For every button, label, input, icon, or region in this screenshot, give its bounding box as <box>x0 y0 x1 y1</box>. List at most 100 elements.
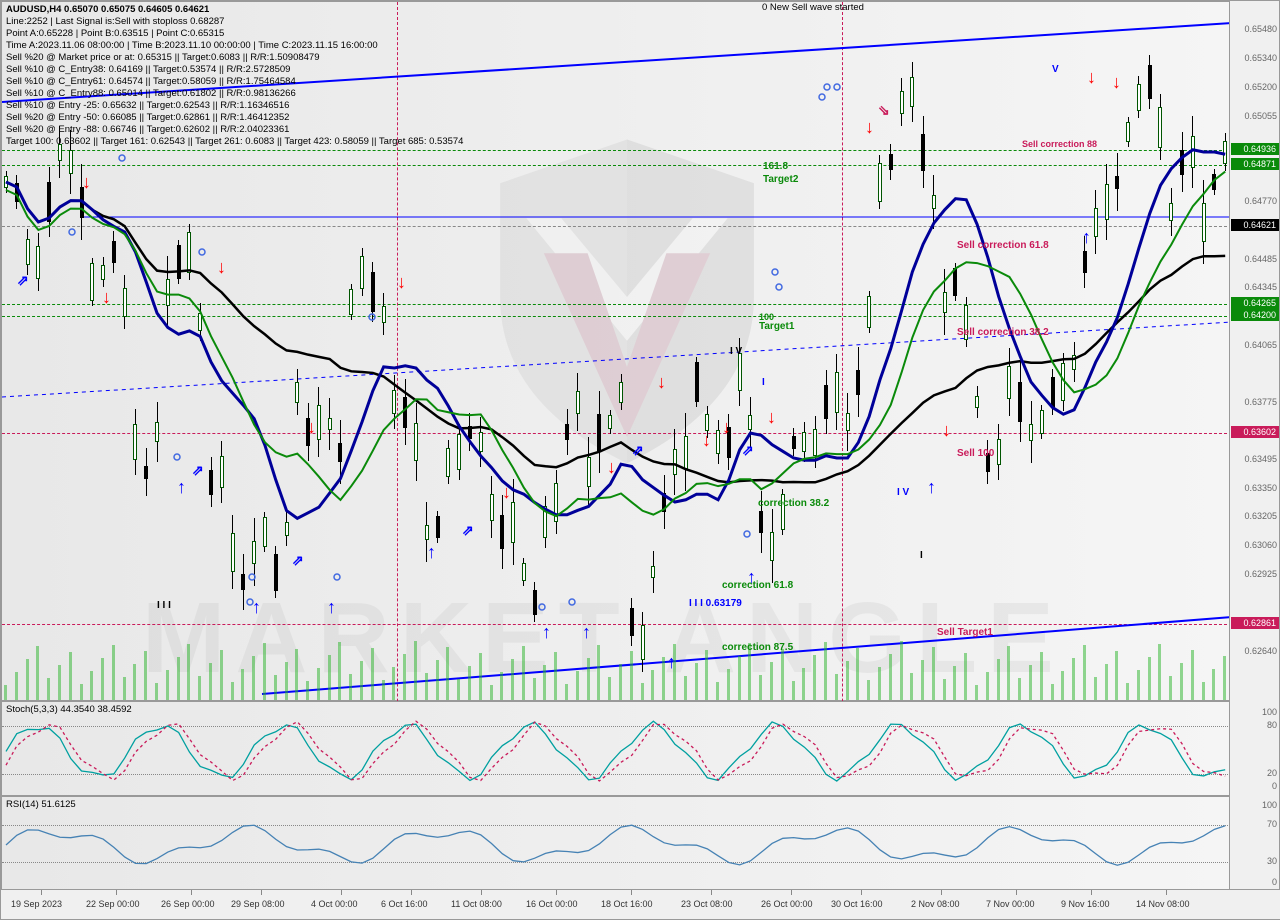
time-tick: 18 Oct 16:00 <box>601 899 653 909</box>
chart-annotation: V <box>1052 64 1059 75</box>
arrow-up-icon: ↑ <box>1082 227 1091 248</box>
header-line-6: Sell %10 @ C_Entry38: 0.64169 || Target:… <box>6 64 290 75</box>
chart-annotation: Sell 100 <box>957 448 994 459</box>
header-line-12: Target 100: 0.63602 || Target 161: 0.625… <box>6 136 463 147</box>
arrow-down-icon: ↓ <box>702 430 711 451</box>
header-line-5: Sell %20 @ Market price or at: 0.65315 |… <box>6 52 320 63</box>
arrow-down-icon: ↓ <box>217 257 226 278</box>
arrow-down-icon: ↓ <box>102 287 111 308</box>
price-tick: 0.63350 <box>1244 483 1277 493</box>
chart-annotation: 161.8 <box>763 161 788 172</box>
chart-annotation: I <box>920 550 923 561</box>
header-line-4: Time A:2023.11.06 08:00:00 | Time B:2023… <box>6 40 378 51</box>
chart-annotation: Sell Target1 <box>937 627 993 638</box>
price-tick: 0.64065 <box>1244 340 1277 350</box>
price-level-box: 0.63602 <box>1231 426 1279 438</box>
open-arrow-icon: ⇗ <box>292 552 304 569</box>
time-tick: 9 Nov 16:00 <box>1061 899 1110 909</box>
open-arrow-icon: ⇗ <box>462 522 474 539</box>
chart-annotation: I V <box>730 346 742 357</box>
price-tick: 0.64345 <box>1244 282 1277 292</box>
price-tick: 0.64485 <box>1244 254 1277 264</box>
chart-annotation: Target2 <box>763 174 798 185</box>
arrow-down-icon: ↓ <box>82 172 91 193</box>
chart-annotation: I I I 0.63179 <box>689 598 742 609</box>
open-arrow-icon: ⇘ <box>878 102 890 119</box>
arrow-down-icon: ↓ <box>607 457 616 478</box>
chart-annotation: Sell correction 38.2 <box>957 327 1049 338</box>
price-level-box: 0.64265 <box>1231 297 1279 309</box>
stochastic-panel[interactable]: Stoch(5,3,3) 44.3540 38.4592 <box>1 701 1231 796</box>
open-arrow-icon: ⇗ <box>742 442 754 459</box>
time-axis: 19 Sep 2023 22 Sep 00:00 26 Sep 00:00 29 Se… <box>1 889 1280 919</box>
header-line-2: Line:2252 | Last Signal is:Sell with sto… <box>6 16 224 27</box>
rsi-panel[interactable]: RSI(14) 51.6125 <box>1 796 1231 891</box>
time-tick: 29 Sep 08:00 <box>231 899 285 909</box>
arrow-down-icon: ↓ <box>767 407 776 428</box>
rsi-line <box>2 797 1232 892</box>
top-annotation: 0 New Sell wave started <box>762 2 864 13</box>
price-axis: 0.65480 0.65340 0.65200 0.65055 0.64770 0.644… <box>1229 1 1279 701</box>
time-tick: 4 Oct 00:00 <box>311 899 358 909</box>
time-tick: 30 Oct 16:00 <box>831 899 883 909</box>
arrow-down-icon: ↓ <box>1112 72 1121 93</box>
header-line-3: Point A:0.65228 | Point B:0.63515 | Poin… <box>6 28 224 39</box>
arrow-up-icon: ↑ <box>327 597 336 618</box>
price-tick: 0.62925 <box>1244 569 1277 579</box>
open-arrow-icon: ⇗ <box>632 442 644 459</box>
arrow-up-icon: ↑ <box>252 597 261 618</box>
header-line-8: Sell %10 @ C_Entry88: 0.65014 || Target:… <box>6 88 296 99</box>
time-tick: 11 Oct 08:00 <box>451 899 502 909</box>
price-tick: 0.65200 <box>1244 82 1277 92</box>
arrow-down-icon: ↓ <box>502 482 511 503</box>
time-tick: 14 Nov 08:00 <box>1136 899 1190 909</box>
price-tick: 0.65340 <box>1244 53 1277 63</box>
main-price-chart[interactable]: MARKET ANGLE ↑↑↑↓↓↑↓↑↑↓↓↑↓↓↑↓↓↓↑↓↓↑↓↓↓ ⇗… <box>1 1 1231 701</box>
price-tick: 0.64770 <box>1244 196 1277 206</box>
chart-annotation: correction 38.2 <box>758 498 829 509</box>
price-level-box: 0.64871 <box>1231 158 1279 170</box>
stoch-axis: 10080200 <box>1229 701 1279 796</box>
time-tick: 23 Oct 08:00 <box>681 899 733 909</box>
chart-annotation: correction 61.8 <box>722 580 793 591</box>
price-tick: 0.63495 <box>1244 454 1277 464</box>
chart-container: MARKET ANGLE ↑↑↑↓↓↑↓↑↑↓↓↑↓↓↑↓↓↓↑↓↓↑↓↓↓ ⇗… <box>0 0 1280 920</box>
arrow-up-icon: ↑ <box>582 622 591 643</box>
time-tick: 6 Oct 16:00 <box>381 899 428 909</box>
arrow-up-icon: ↑ <box>427 542 436 563</box>
time-tick: 26 Sep 00:00 <box>161 899 215 909</box>
price-tick: 0.65055 <box>1244 111 1277 121</box>
time-tick: 22 Sep 00:00 <box>86 899 140 909</box>
chart-annotation: I V <box>897 487 909 498</box>
time-tick: 7 Nov 00:00 <box>986 899 1035 909</box>
chart-annotation: I <box>762 377 765 388</box>
price-tick: 0.65480 <box>1244 24 1277 34</box>
header-line-9: Sell %10 @ Entry -25: 0.65632 || Target:… <box>6 100 289 111</box>
chart-annotation: Sell correction 61.8 <box>957 240 1049 251</box>
arrow-up-icon: ↑ <box>177 477 186 498</box>
arrow-down-icon: ↓ <box>1087 67 1096 88</box>
time-tick: 26 Oct 00:00 <box>761 899 813 909</box>
open-arrow-icon: ⇗ <box>192 462 204 479</box>
arrow-down-icon: ↓ <box>397 272 406 293</box>
time-tick: 19 Sep 2023 <box>11 899 62 909</box>
chart-title: AUDUSD,H4 0.65070 0.65075 0.64605 0.6462… <box>6 4 209 15</box>
price-tick: 0.63205 <box>1244 511 1277 521</box>
arrow-down-icon: ↓ <box>307 417 316 438</box>
chart-annotation: Sell correction 88 <box>1022 139 1097 149</box>
time-tick: 16 Oct 00:00 <box>526 899 578 909</box>
chart-annotation: I I I <box>157 600 171 611</box>
header-line-10: Sell %20 @ Entry -50: 0.66085 || Target:… <box>6 112 289 123</box>
header-line-11: Sell %20 @ Entry -88: 0.66746 || Target:… <box>6 124 289 135</box>
arrow-up-icon: ↑ <box>927 477 936 498</box>
chart-annotation: correction 87.5 <box>722 642 793 653</box>
stoch-lines <box>2 702 1232 797</box>
arrow-down-icon: ↓ <box>657 372 666 393</box>
arrow-up-icon: ↑ <box>667 652 676 673</box>
rsi-axis: 10070300 <box>1229 796 1279 891</box>
arrow-down-icon: ↓ <box>942 420 951 441</box>
price-level-box: 0.64200 <box>1231 309 1279 321</box>
arrow-up-icon: ↑ <box>542 622 551 643</box>
price-level-box: 0.62861 <box>1231 617 1279 629</box>
price-level-box: 0.64621 <box>1231 219 1279 231</box>
